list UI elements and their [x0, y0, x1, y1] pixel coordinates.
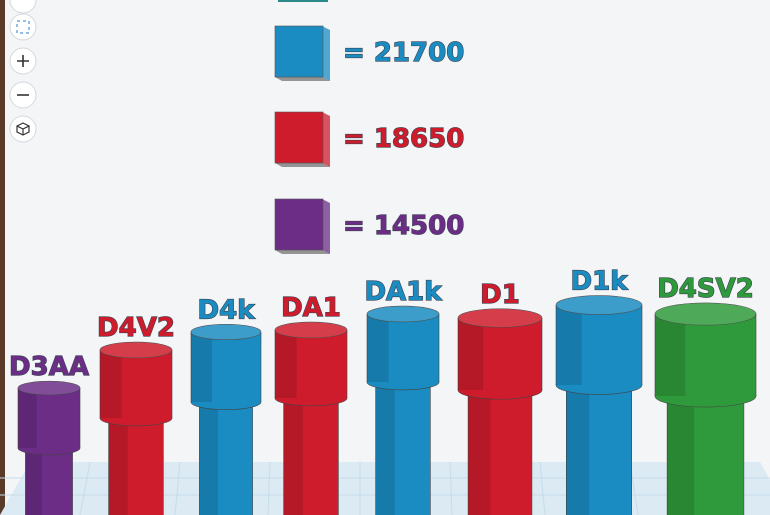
cylinder-top	[99, 341, 173, 359]
cylinder-label: D4V2	[97, 313, 175, 343]
cylinder-top	[555, 295, 643, 315]
cylinder-top-highlight	[655, 302, 756, 326]
cylinder-head-shade	[655, 314, 686, 396]
cylinder-body-shade	[25, 448, 42, 515]
cylinder-body-shade	[375, 382, 395, 515]
home-button[interactable]	[9, 0, 37, 14]
cylinder-head-shade	[191, 332, 212, 402]
cylinder-top	[654, 302, 757, 326]
cylinder-top-highlight	[556, 295, 642, 315]
cylinder-head	[191, 332, 261, 402]
cylinder-head-shade	[275, 330, 297, 398]
cylinder-body	[375, 381, 431, 515]
cube-bottom	[275, 250, 330, 254]
cylinder-head-shade	[367, 314, 389, 382]
cylinder: DA1	[274, 292, 348, 515]
cylinder-top	[17, 380, 81, 396]
cylinder-label: D1	[480, 280, 520, 310]
cube-side	[322, 112, 330, 167]
cylinder-body-shade	[667, 396, 694, 515]
cube-side	[322, 26, 330, 81]
cylinder-head	[367, 314, 439, 382]
perspective-icon	[16, 122, 30, 136]
cylinder-head-shade	[100, 350, 122, 418]
cylinder-head	[275, 330, 347, 398]
legend-label: = 21700	[343, 38, 464, 68]
cylinder-label: D1k	[571, 267, 629, 297]
cylinder-body	[108, 417, 164, 515]
cylinder-head	[556, 305, 642, 385]
cylinder-body-shade	[108, 418, 128, 515]
cylinder-top-highlight	[458, 308, 542, 328]
fit-icon	[16, 20, 30, 34]
cube-side	[322, 199, 330, 254]
edge	[0, 0, 5, 515]
cylinder-body	[283, 397, 339, 515]
cylinder-body-shade	[283, 398, 303, 515]
legend-cube	[274, 25, 324, 78]
legend-label: = 14500	[343, 211, 464, 241]
cylinder-label: D4k	[198, 295, 256, 325]
cylinder-body	[25, 447, 73, 515]
cylinder-top	[366, 305, 440, 323]
cylinder-body-shade	[566, 385, 590, 515]
cylinder: D4k	[190, 295, 262, 515]
cylinder: D3AA	[8, 352, 90, 515]
cylinder-top	[457, 308, 543, 328]
legend-cube	[274, 198, 324, 251]
cylinder: D4SV2	[654, 273, 757, 515]
cylinder-top-highlight	[275, 322, 347, 338]
cylinder-top	[274, 321, 348, 339]
cylinder-body-shade	[199, 402, 219, 515]
cylinder-body	[199, 401, 253, 515]
cylinder-label: D4SV2	[657, 274, 754, 304]
cylinder: D1	[457, 279, 543, 515]
cylinder-body-shade	[468, 390, 491, 515]
legend-label: = 18650	[343, 124, 464, 154]
cylinder-label: DA1k	[364, 277, 442, 307]
fit-button[interactable]	[9, 13, 37, 41]
legend-cube	[274, 111, 324, 164]
cylinder-head	[18, 388, 80, 448]
cylinder: DA1k	[364, 276, 443, 515]
cylinder-top-highlight	[367, 306, 439, 322]
cylinder-head-shade	[556, 305, 582, 385]
zoom-in-icon	[17, 55, 29, 67]
cylinder-head-shade	[458, 318, 484, 390]
view-toolbar	[9, 0, 37, 143]
cylinder: D1k	[555, 266, 643, 515]
cylinder-top-highlight	[18, 381, 80, 395]
cylinder-label: DA1	[281, 293, 341, 323]
cylinder-top	[190, 323, 262, 340]
cube-bottom	[275, 163, 330, 167]
cylinder-head	[100, 350, 172, 418]
cube-bottom	[275, 77, 330, 81]
partial-cube	[278, 0, 328, 2]
cylinder-label: D3AA	[9, 352, 89, 382]
cylinder-top-highlight	[191, 324, 261, 340]
cylinder-body	[566, 384, 632, 515]
cylinder: D4V2	[96, 312, 176, 515]
cylinder-top-highlight	[100, 342, 172, 358]
cylinder-head-shade	[18, 388, 37, 448]
cylinder-head	[458, 318, 542, 390]
cylinder-head	[655, 314, 756, 396]
